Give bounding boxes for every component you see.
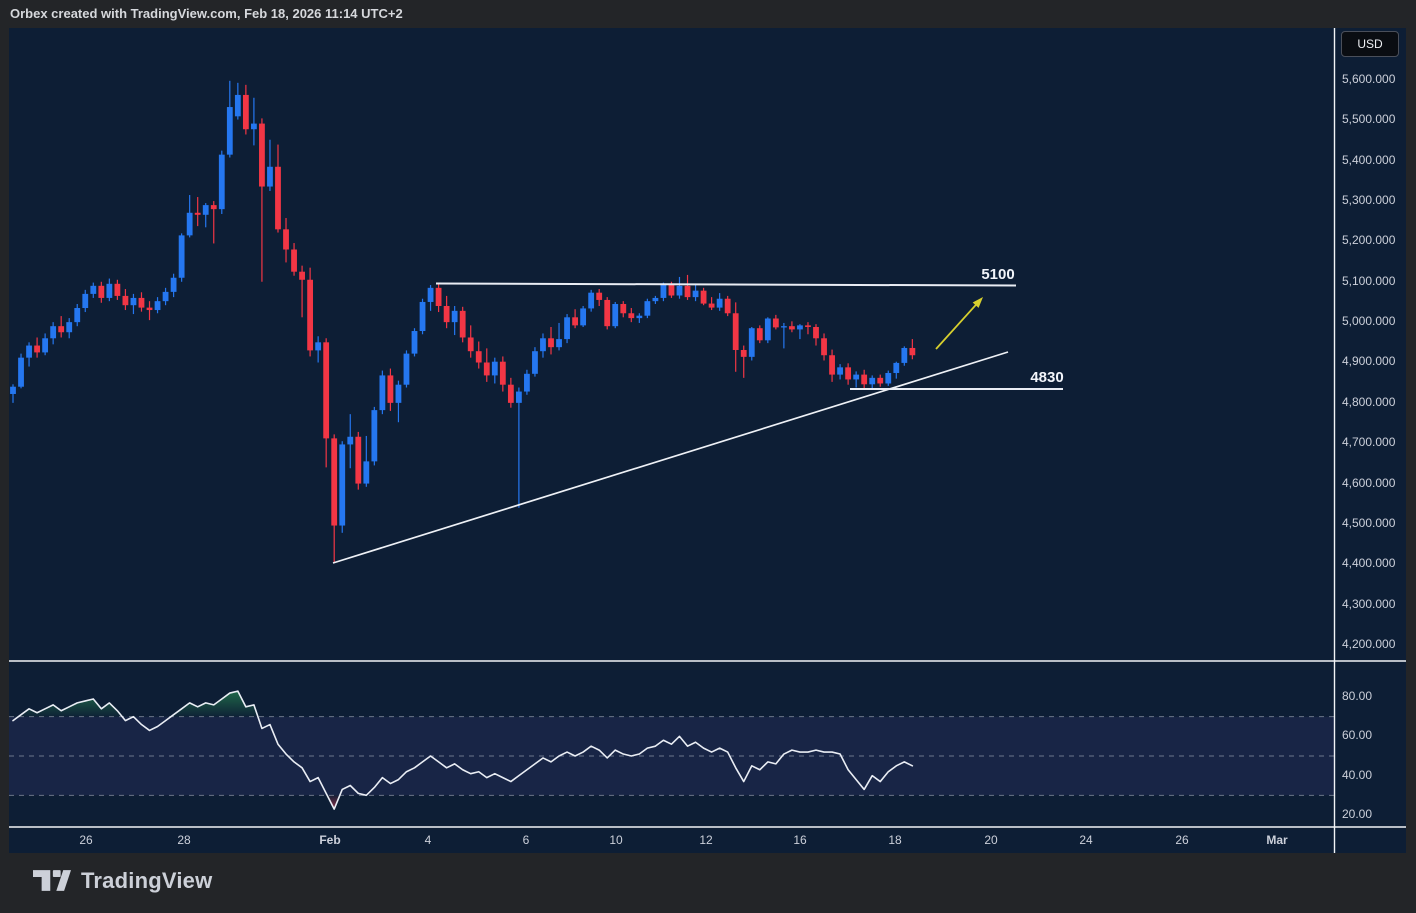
time-axis-label: 18 [888, 833, 902, 847]
price-axis-label: 5,300.000 [1342, 193, 1396, 207]
tradingview-logo-text: TradingView [81, 867, 213, 893]
currency-button[interactable]: USD [1341, 31, 1399, 57]
price-axis-label: 5,600.000 [1342, 72, 1396, 86]
price-axis-label: 5,200.000 [1342, 233, 1396, 247]
price-axis-label: 4,200.000 [1342, 637, 1396, 651]
tradingview-logo[interactable]: TradingView [33, 867, 212, 894]
price-axis-label: 4,300.000 [1342, 597, 1396, 611]
time-axis[interactable] [9, 827, 1334, 853]
price-axis-label: 4,800.000 [1342, 395, 1396, 409]
price-axis-label: 4,900.000 [1342, 354, 1396, 368]
price-axis-label: 5,000.000 [1342, 314, 1396, 328]
time-axis-label: 4 [424, 833, 432, 847]
time-axis-label: Mar [1266, 833, 1288, 847]
time-axis-label: 26 [79, 833, 93, 847]
resistance-level-label: 5100 [981, 266, 1015, 283]
price-axis-label: 4,500.000 [1342, 516, 1396, 530]
time-axis-label: 16 [793, 833, 807, 847]
price-axis-label: 4,400.000 [1342, 556, 1396, 570]
price-axis-label: 5,400.000 [1342, 153, 1396, 167]
support-level-label: 4830 [1030, 369, 1064, 386]
watermark-title: Orbex created with TradingView.com, Feb … [10, 6, 403, 21]
price-axis-label: 5,500.000 [1342, 112, 1396, 126]
time-axis-label: 28 [177, 833, 191, 847]
price-axis-label: 5,100.000 [1342, 274, 1396, 288]
time-axis-label: 20 [984, 833, 998, 847]
time-axis-label: Feb [319, 833, 341, 847]
price-axis[interactable] [1334, 28, 1406, 853]
time-axis-label: 6 [522, 833, 530, 847]
time-axis-label: 26 [1175, 833, 1189, 847]
time-axis-label: 10 [609, 833, 623, 847]
rsi-axis-label: 40.00 [1342, 768, 1373, 782]
price-axis-label: 4,700.000 [1342, 435, 1396, 449]
rsi-axis-label: 80.00 [1342, 689, 1373, 703]
tradingview-logo-icon [33, 870, 71, 891]
rsi-axis-label: 60.00 [1342, 728, 1373, 742]
rsi-axis-label: 20.00 [1342, 807, 1373, 821]
time-axis-label: 12 [699, 833, 713, 847]
price-axis-label: 4,600.000 [1342, 476, 1396, 490]
time-axis-label: 24 [1079, 833, 1093, 847]
currency-label: USD [1357, 37, 1383, 51]
